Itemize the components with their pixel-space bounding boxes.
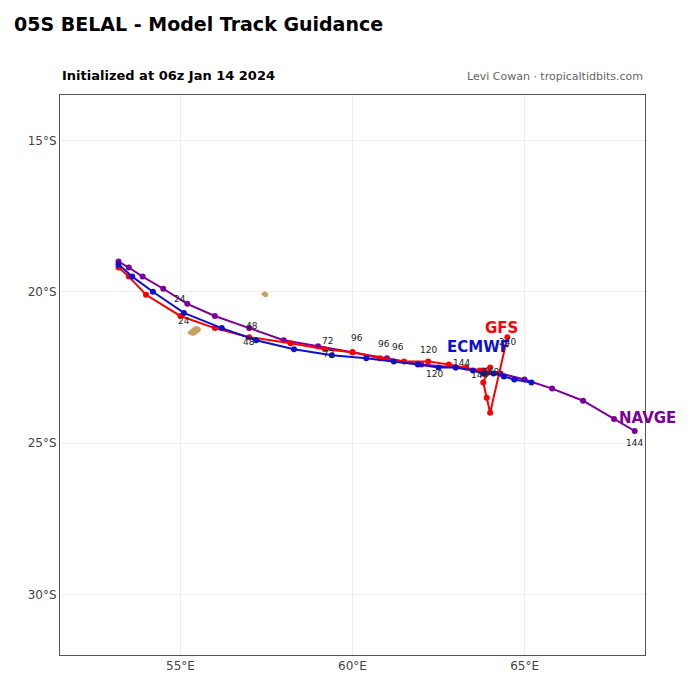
svg-text:Levi Cowan · tropicaltidbits.c: Levi Cowan · tropicaltidbits.com <box>467 70 643 83</box>
svg-text:48: 48 <box>246 321 258 331</box>
svg-text:20°S: 20°S <box>28 285 57 299</box>
svg-text:144: 144 <box>453 358 470 368</box>
svg-text:48: 48 <box>243 337 255 347</box>
svg-text:Initialized at 06z Jan 14 2024: Initialized at 06z Jan 14 2024 <box>62 68 275 83</box>
svg-text:96: 96 <box>351 333 363 343</box>
svg-text:144: 144 <box>471 370 488 380</box>
svg-text:30°S: 30°S <box>28 588 57 602</box>
svg-text:120: 120 <box>420 345 437 355</box>
svg-text:65°E: 65°E <box>510 659 539 673</box>
svg-text:55°E: 55°E <box>166 659 195 673</box>
svg-text:05S BELAL - Model Track Guidan: 05S BELAL - Model Track Guidance <box>14 13 383 35</box>
svg-text:ECMWF: ECMWF <box>447 338 510 356</box>
svg-text:25°S: 25°S <box>28 436 57 450</box>
svg-text:240: 240 <box>499 337 516 347</box>
svg-text:GFS: GFS <box>485 319 518 337</box>
svg-text:24: 24 <box>178 316 190 326</box>
svg-text:NAVGE: NAVGE <box>619 409 676 427</box>
svg-text:96: 96 <box>378 339 390 349</box>
svg-text:72: 72 <box>322 336 333 346</box>
svg-text:72: 72 <box>323 349 334 359</box>
svg-text:24: 24 <box>174 294 186 304</box>
svg-text:144: 144 <box>626 438 643 448</box>
svg-text:15°S: 15°S <box>28 134 57 148</box>
svg-text:168: 168 <box>482 367 499 377</box>
svg-text:120: 120 <box>426 369 443 379</box>
svg-text:96: 96 <box>392 342 404 352</box>
svg-text:60°E: 60°E <box>338 659 367 673</box>
